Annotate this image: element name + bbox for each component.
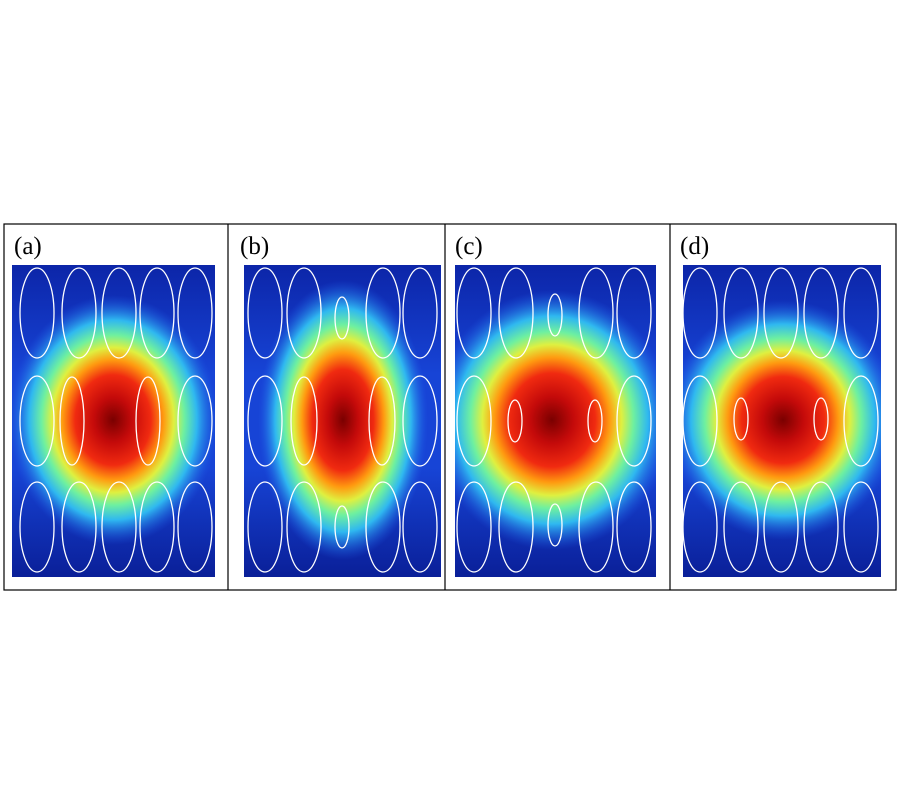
- rod-outline: [682, 267, 718, 359]
- rod-outline: [803, 481, 839, 573]
- panel-label: (a): [14, 233, 42, 260]
- rod-outline: [101, 481, 137, 573]
- rod-outline: [139, 481, 175, 573]
- rod-outline: [177, 481, 213, 573]
- rod-outline: [177, 267, 213, 359]
- rod-outline: [456, 267, 492, 359]
- rod-outline: [365, 267, 401, 359]
- field-hotspot: [258, 280, 428, 560]
- panel-label: (c): [455, 233, 483, 260]
- rod-outline: [135, 376, 161, 466]
- rod-outline: [763, 481, 799, 573]
- rod-outline: [402, 375, 438, 467]
- field-hotspot: [683, 300, 881, 540]
- rod-outline: [456, 375, 492, 467]
- panel-label: (d): [680, 233, 709, 260]
- rod-outline: [19, 267, 55, 359]
- rod-outline: [101, 267, 137, 359]
- rod-outline: [578, 267, 614, 359]
- rod-outline: [19, 375, 55, 467]
- rod-outline: [616, 481, 652, 573]
- rod-outline: [334, 505, 350, 549]
- rod-outline: [19, 481, 55, 573]
- rod-outline: [286, 481, 322, 573]
- rod-outline: [682, 375, 718, 467]
- rod-outline: [723, 481, 759, 573]
- rod-outline: [61, 267, 97, 359]
- rod-outline: [286, 267, 322, 359]
- rod-outline: [498, 267, 534, 359]
- rod-outline: [247, 481, 283, 573]
- rod-outline: [139, 267, 175, 359]
- rod-outline: [616, 375, 652, 467]
- rod-outline: [334, 296, 350, 340]
- rod-outline: [247, 375, 283, 467]
- rod-outline: [763, 267, 799, 359]
- rod-outline: [733, 397, 749, 441]
- rod-outline: [507, 399, 523, 443]
- rod-outline: [498, 481, 534, 573]
- rod-outline: [616, 267, 652, 359]
- panel-label: (b): [240, 233, 269, 260]
- rod-outline: [547, 503, 563, 547]
- rod-outline: [843, 481, 879, 573]
- rod-outline: [587, 399, 603, 443]
- rod-outline: [365, 481, 401, 573]
- rod-outline: [61, 481, 97, 573]
- rod-outline: [456, 481, 492, 573]
- rod-outline: [843, 267, 879, 359]
- field-hotspot: [455, 290, 656, 550]
- frame: [3, 223, 897, 591]
- rod-outline: [368, 376, 396, 466]
- rod-outline: [803, 267, 839, 359]
- field-hotspot: [12, 295, 215, 545]
- rod-outline: [402, 267, 438, 359]
- rod-outline: [843, 375, 879, 467]
- rod-outline: [177, 375, 213, 467]
- rod-outline: [682, 481, 718, 573]
- rod-outline: [59, 376, 85, 466]
- rod-outline: [578, 481, 614, 573]
- rod-outline: [290, 376, 318, 466]
- rod-outline: [813, 397, 829, 441]
- rod-outline: [723, 267, 759, 359]
- rod-outline: [402, 481, 438, 573]
- rod-outline: [247, 267, 283, 359]
- rod-outline: [547, 293, 563, 337]
